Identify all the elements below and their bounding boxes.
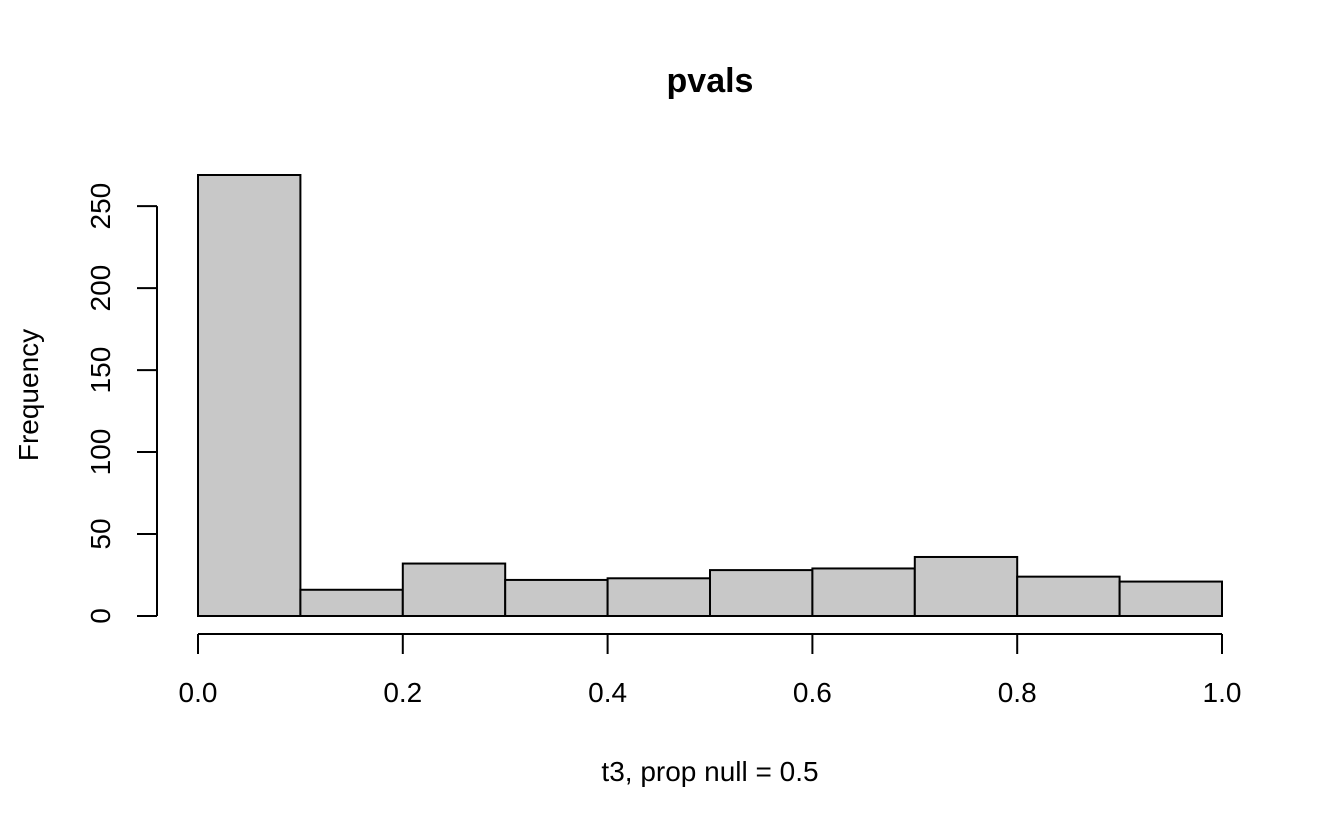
histogram-bar-3	[504, 578, 609, 618]
histogram-bar-2	[401, 562, 507, 618]
histogram-bar-7	[913, 555, 1019, 617]
y-tick-label: 0	[85, 608, 116, 624]
x-axis: 0.0 0.2 0.4 0.6 0.8 1.0	[179, 633, 1242, 708]
y-tick-label: 150	[85, 347, 116, 394]
histogram-bar-4	[606, 577, 711, 618]
y-tick-label: 100	[85, 429, 116, 476]
x-tick-label: 0.4	[588, 677, 627, 708]
x-tick-label: 1.0	[1203, 677, 1242, 708]
histogram-bar-6	[811, 567, 916, 618]
x-tick-label: 0.0	[179, 677, 218, 708]
y-tick-label: 50	[85, 518, 116, 549]
histogram-bar-0	[197, 174, 302, 617]
bars-group	[197, 174, 1223, 618]
x-axis-label: t3, prop null = 0.5	[601, 756, 818, 787]
x-tick-label: 0.6	[793, 677, 832, 708]
histogram-bar-8	[1016, 575, 1121, 618]
chart-title: pvals	[667, 62, 754, 100]
y-tick-label: 200	[85, 265, 116, 312]
histogram-bar-5	[709, 569, 814, 618]
histogram-bar-9	[1118, 580, 1223, 618]
x-tick-label: 0.2	[383, 677, 422, 708]
y-axis: 0 50 100 150 200 250	[85, 183, 158, 624]
x-tick-label: 0.8	[998, 677, 1037, 708]
histogram-bar-1	[299, 588, 404, 618]
y-tick-label: 250	[85, 183, 116, 230]
y-axis-label: Frequency	[13, 329, 44, 461]
